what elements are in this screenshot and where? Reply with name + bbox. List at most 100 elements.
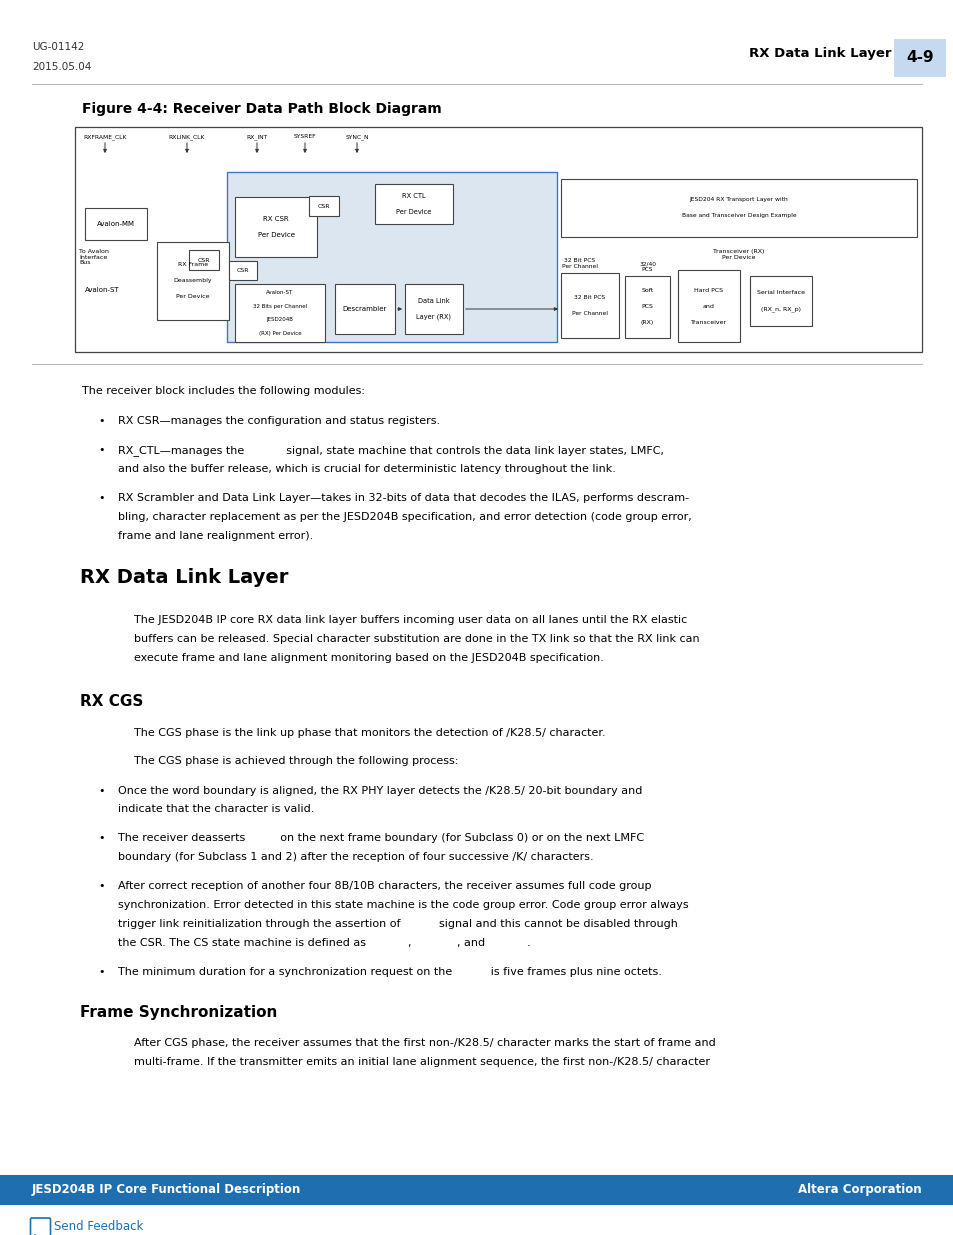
Text: Per Device: Per Device [176,294,210,300]
Text: Avalon-ST: Avalon-ST [85,287,119,293]
Text: •: • [98,834,105,844]
Text: The minimum duration for a synchronization request on the           is five fram: The minimum duration for a synchronizati… [118,967,661,977]
Text: boundary (for Subclass 1 and 2) after the reception of four successive /K/ chara: boundary (for Subclass 1 and 2) after th… [118,852,593,862]
Text: and: and [702,304,714,309]
Text: CSR: CSR [236,268,249,273]
Bar [405,284,462,333]
Text: Avalon-ST: Avalon-ST [266,290,294,295]
Text: RX CSR: RX CSR [263,216,289,222]
Text: the CSR. The CS state machine is defined as            ,             , and      : the CSR. The CS state machine is defined… [118,937,530,947]
Bar [85,207,147,240]
Text: Altera Corporation: Altera Corporation [798,1183,921,1197]
Text: The CGS phase is achieved through the following process:: The CGS phase is achieved through the fo… [133,756,457,767]
Text: •: • [98,785,105,795]
Text: RX CTL: RX CTL [402,193,425,199]
Text: RXFRAME_CLK: RXFRAME_CLK [83,135,127,140]
Text: Per Device: Per Device [395,209,432,215]
Bar [624,275,669,338]
Text: To Avalon
Interface
Bus: To Avalon Interface Bus [79,248,109,266]
Text: 4-9: 4-9 [905,51,933,65]
Text: RX Frame: RX Frame [178,263,208,268]
Text: •: • [98,882,105,892]
Text: RXLINK_CLK: RXLINK_CLK [169,135,205,140]
Bar [229,261,256,280]
Text: After CGS phase, the receiver assumes that the first non-/K28.5/ character marks: After CGS phase, the receiver assumes th… [133,1039,715,1049]
Text: Hard PCS: Hard PCS [694,288,722,293]
Text: Send Feedback: Send Feedback [54,1220,143,1234]
Text: •: • [98,416,105,426]
Bar [234,284,325,342]
Text: JESD204B IP Core Functional Description: JESD204B IP Core Functional Description [32,1183,301,1197]
Bar [560,273,618,338]
Text: CSR: CSR [317,204,330,209]
Text: 32/40
PCS: 32/40 PCS [639,261,656,272]
Text: The receiver deasserts          on the next frame boundary (for Subclass 0) or o: The receiver deasserts on the next frame… [118,834,643,844]
Bar [678,270,740,342]
Text: RX Scrambler and Data Link Layer—takes in 32-bits of data that decodes the ILAS,: RX Scrambler and Data Link Layer—takes i… [118,493,688,503]
Bar [234,198,316,257]
Text: Transceiver: Transceiver [690,320,726,325]
Text: CSR: CSR [197,258,210,263]
Text: Figure 4-4: Receiver Data Path Block Diagram: Figure 4-4: Receiver Data Path Block Dia… [82,103,441,116]
Text: frame and lane realignment error).: frame and lane realignment error). [118,531,313,541]
Bar [227,172,557,342]
Text: (RX): (RX) [640,321,654,326]
Text: trigger link reinitialization through the assertion of           signal and this: trigger link reinitialization through th… [118,919,678,929]
Text: RX Data Link Layer: RX Data Link Layer [80,568,288,588]
Text: (RX_n, RX_p): (RX_n, RX_p) [760,306,801,312]
Bar [189,249,219,270]
Text: UG-01142: UG-01142 [32,42,84,52]
Text: RX CGS: RX CGS [80,694,143,709]
Text: The receiver block includes the following modules:: The receiver block includes the followin… [82,387,365,396]
Text: execute frame and lane alignment monitoring based on the JESD204B specification.: execute frame and lane alignment monitor… [133,653,603,663]
Text: multi-frame. If the transmitter emits an initial lane alignment sequence, the fi: multi-frame. If the transmitter emits an… [133,1057,709,1067]
Bar [893,40,945,77]
Text: bling, character replacement as per the JESD204B specification, and error detect: bling, character replacement as per the … [118,513,691,522]
Text: •: • [98,967,105,977]
Text: SYSREF: SYSREF [294,135,316,140]
Text: JESD204B: JESD204B [266,317,294,322]
Text: Once the word boundary is aligned, the RX PHY layer detects the /K28.5/ 20-bit b: Once the word boundary is aligned, the R… [118,785,641,795]
Text: synchronization. Error detected in this state machine is the code group error. C: synchronization. Error detected in this … [118,900,688,910]
Bar [309,196,338,216]
Text: Avalon-MM: Avalon-MM [97,221,135,227]
Text: RX CSR—manages the configuration and status registers.: RX CSR—manages the configuration and sta… [118,416,439,426]
Text: Deassembly: Deassembly [173,279,213,284]
Bar [157,242,229,320]
Text: JESD204 RX Transport Layer with: JESD204 RX Transport Layer with [689,198,787,203]
Bar [749,275,811,326]
Text: Descrambler: Descrambler [342,306,387,312]
Text: The CGS phase is the link up phase that monitors the detection of /K28.5/ charac: The CGS phase is the link up phase that … [133,729,605,739]
Bar [0,1174,953,1205]
Text: 32 Bits per Channel: 32 Bits per Channel [253,304,307,309]
Text: •: • [98,446,105,456]
Text: SYNC_N: SYNC_N [345,135,369,140]
Bar [335,284,395,333]
Text: After correct reception of another four 8B/10B characters, the receiver assumes : After correct reception of another four … [118,882,651,892]
Text: Soft: Soft [640,289,653,294]
Bar [560,179,916,237]
Text: (RX) Per Device: (RX) Per Device [258,331,301,336]
Text: RX_INT: RX_INT [246,135,268,140]
Text: 32 Bit PCS
Per Channel: 32 Bit PCS Per Channel [561,258,598,269]
Text: The JESD204B IP core RX data link layer buffers incoming user data on all lanes : The JESD204B IP core RX data link layer … [133,615,686,625]
Text: Serial Interface: Serial Interface [757,290,804,295]
Text: Data Link: Data Link [417,298,450,304]
FancyBboxPatch shape [30,1218,51,1235]
Text: Per Device: Per Device [257,232,294,238]
Text: PCS: PCS [640,305,653,310]
Text: Per Channel: Per Channel [572,311,607,316]
Text: and also the buffer release, which is crucial for deterministic latency througho: and also the buffer release, which is cr… [118,464,616,474]
Bar [75,127,921,352]
Text: 32 Bit PCS: 32 Bit PCS [574,295,605,300]
Bar [375,184,453,224]
Text: •: • [98,493,105,503]
Text: indicate that the character is valid.: indicate that the character is valid. [118,804,314,814]
Text: Layer (RX): Layer (RX) [416,314,451,320]
Text: RX Data Link Layer: RX Data Link Layer [748,47,890,61]
Text: Transceiver (RX)
Per Device: Transceiver (RX) Per Device [713,249,764,259]
Text: buffers can be released. Special character substitution are done in the TX link : buffers can be released. Special charact… [133,634,699,645]
Text: RX_CTL—manages the            signal, state machine that controls the data link : RX_CTL—manages the signal, state machine… [118,446,663,456]
Text: 2015.05.04: 2015.05.04 [32,62,91,72]
Text: Base and Transceiver Design Example: Base and Transceiver Design Example [681,214,796,219]
